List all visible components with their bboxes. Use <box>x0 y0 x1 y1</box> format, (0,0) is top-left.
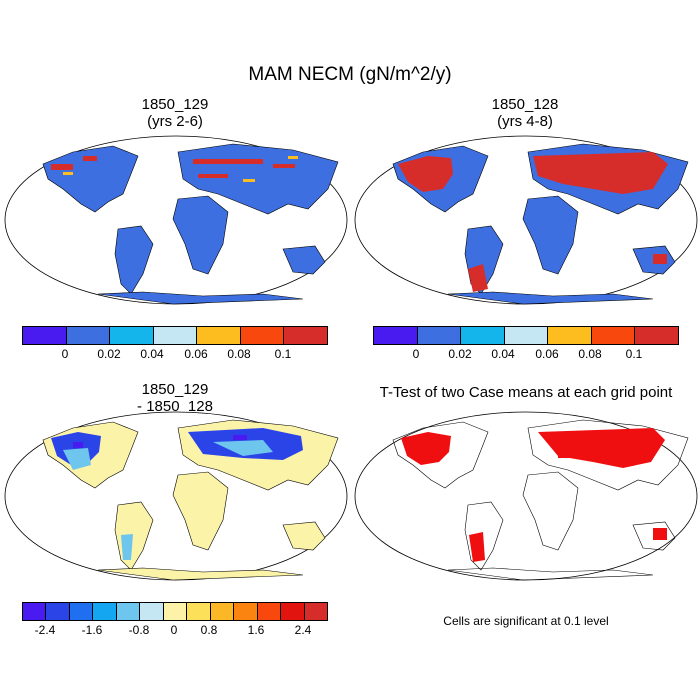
tick-label: 0.08 <box>227 347 251 361</box>
significance-note: Cells are significant at 0.1 level <box>443 614 609 628</box>
panel2-title-line2: (yrs 4-8) <box>497 113 553 130</box>
figure-title: MAM NECM (gN/m^2/y) <box>248 64 452 85</box>
colorbar-top-right-labels: 0 0.02 0.04 0.06 0.08 0.1 <box>373 347 677 363</box>
tick-label: 0.06 <box>184 347 208 361</box>
panel3-title-line1: 1850_129 <box>141 381 209 398</box>
colorbar-top-left-labels: 0 0.02 0.04 0.06 0.08 0.1 <box>22 347 326 363</box>
panel2-title: 1850_128 (yrs 4-8) <box>360 96 690 130</box>
tick-label: 1.6 <box>247 623 265 637</box>
tick-label: -1.6 <box>81 623 103 637</box>
panel1-title-line1: 1850_129 <box>141 96 209 113</box>
tick-label: -2.4 <box>34 623 56 637</box>
panel1-title: 1850_129 (yrs 2-6) <box>10 96 340 130</box>
tick-label: 0.02 <box>448 347 472 361</box>
panel4-title: T-Test of two Case means at each grid po… <box>379 384 673 401</box>
tick-label: 0.02 <box>97 347 121 361</box>
panel3-title-line2: - 1850_128 <box>137 398 213 415</box>
tick-label: -0.8 <box>128 623 150 637</box>
colorbar-top-right <box>373 326 679 345</box>
tick-label: 0.1 <box>274 347 292 361</box>
colorbar-difference <box>22 602 328 621</box>
colorbar-top-left <box>22 326 328 345</box>
tick-label: 0.06 <box>535 347 559 361</box>
tick-label: 0 <box>412 347 420 361</box>
tick-label: 0.04 <box>140 347 164 361</box>
map-panel-difference <box>4 411 348 581</box>
panel3-title: 1850_129 - 1850_128 <box>10 381 340 415</box>
tick-label: 0.1 <box>625 347 643 361</box>
tick-label: 0 <box>61 347 69 361</box>
map-panel-1850-129 <box>4 135 348 305</box>
tick-label: 0 <box>170 623 178 637</box>
map-panel-1850-128 <box>354 135 698 305</box>
tick-label: 2.4 <box>294 623 312 637</box>
panel2-title-line1: 1850_128 <box>491 96 559 113</box>
panel1-title-line2: (yrs 2-6) <box>147 113 203 130</box>
tick-label: 0.04 <box>491 347 515 361</box>
tick-label: 0.8 <box>200 623 218 637</box>
tick-label: 0.08 <box>578 347 602 361</box>
colorbar-difference-labels: -2.4 -1.6 -0.8 0 0.8 1.6 2.4 <box>22 623 326 639</box>
map-panel-ttest <box>354 411 698 581</box>
